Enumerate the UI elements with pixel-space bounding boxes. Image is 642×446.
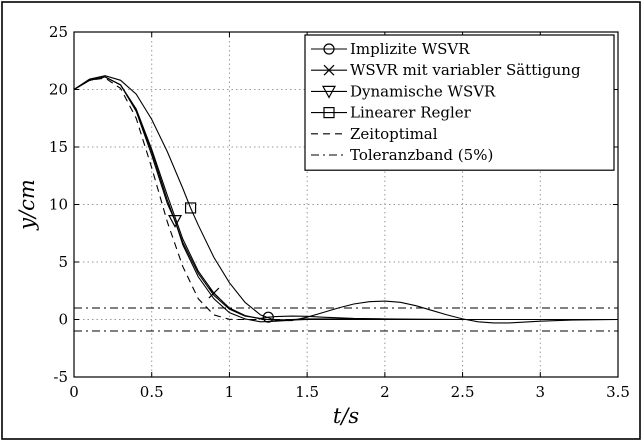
x-tick-label: 1.5 — [295, 383, 319, 401]
series-line-zeitoptimal — [73, 77, 618, 321]
legend-label: Dynamische WSVR — [350, 82, 496, 100]
legend-item-dynamische-wsvr: Dynamische WSVR — [311, 82, 496, 100]
legend-item-linearer-regler: Linearer Regler — [311, 104, 472, 122]
y-tick-label: 20 — [49, 81, 68, 99]
series-toleranzband-5 — [74, 307, 618, 332]
legend-label: Toleranzband (5%) — [350, 146, 493, 164]
legend-label: WSVR mit variabler Sättigung — [350, 61, 581, 79]
x-tick-label: 0 — [69, 383, 79, 401]
data-point-wsvr-mit-variabler-s-ttigung — [208, 287, 220, 299]
series-layer — [73, 75, 619, 332]
legend-item-zeitoptimal: Zeitoptimal — [311, 125, 438, 143]
legend-marker-square — [323, 106, 335, 119]
legend-item-implizite-wsvr: Implizite WSVR — [311, 40, 470, 58]
x-tick-label: 1 — [225, 383, 235, 401]
series-zeitoptimal — [73, 77, 618, 321]
data-point-dynamische-wsvr — [168, 215, 183, 228]
legend-label: Linearer Regler — [350, 104, 472, 122]
legend-item-wsvr-mit-variabler-s-ttigung: WSVR mit variabler Sättigung — [311, 61, 581, 79]
x-tick-label: 0.5 — [140, 383, 164, 401]
legend-marker-triangle-down — [321, 85, 337, 99]
x-tick-label: 2 — [380, 383, 390, 401]
x-tick-label: 3.5 — [606, 383, 630, 401]
series-linearer-regler — [73, 75, 619, 324]
y-tick-label: 5 — [58, 253, 68, 271]
y-tick-label: 25 — [49, 23, 68, 41]
legend-label: Implizite WSVR — [350, 40, 470, 58]
y-axis-label: y/cm — [15, 179, 39, 231]
legend-marker-x — [323, 64, 335, 76]
y-tick-label: -5 — [53, 368, 68, 386]
x-tick-label: 2.5 — [451, 383, 475, 401]
legend-item-toleranzband-5: Toleranzband (5%) — [311, 146, 493, 164]
data-point-linearer-regler — [184, 202, 197, 214]
legend: Implizite WSVR WSVR mit variabler Sättigu… — [304, 34, 615, 171]
legend-box — [304, 34, 615, 171]
y-tick-label: 0 — [58, 311, 68, 329]
y-tick-label: 10 — [49, 196, 68, 214]
grid — [74, 32, 618, 377]
legend-label: Zeitoptimal — [350, 125, 438, 143]
x-axis-label: t/s — [333, 404, 360, 428]
data-point-implizite-wsvr — [262, 311, 274, 323]
y-tick-label: 15 — [49, 138, 68, 156]
legend-marker-circle — [323, 43, 335, 55]
x-tick-label: 3 — [536, 383, 546, 401]
series-line-linearer-regler — [73, 75, 619, 324]
